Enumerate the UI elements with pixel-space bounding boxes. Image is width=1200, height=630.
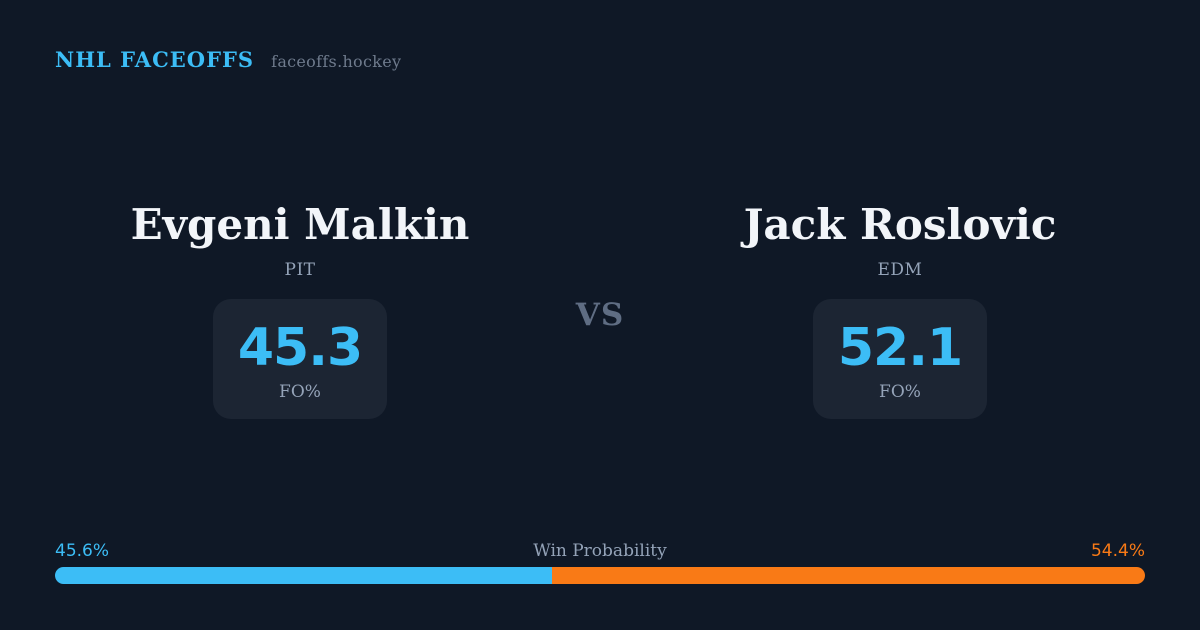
player-team: PIT — [284, 260, 316, 280]
stat-value: 45.3 — [237, 317, 363, 378]
right-win-pct: 54.4% — [1090, 541, 1145, 561]
player-team: EDM — [877, 260, 923, 280]
player-name: Evgeni Malkin — [130, 200, 470, 249]
win-bar-left — [55, 567, 553, 584]
brand-domain: faceoffs.hockey — [271, 52, 402, 71]
stat-label: FO% — [279, 381, 321, 402]
win-probability-label: Win Probability — [533, 541, 667, 561]
left-win-pct: 45.6% — [55, 541, 110, 561]
vs-label: VS — [575, 297, 625, 333]
stat-label: FO% — [879, 381, 921, 402]
stat-box: 52.1 FO% — [813, 299, 987, 419]
player-section-left: Evgeni Malkin PIT 45.3 FO% — [0, 204, 600, 419]
win-probability-bar — [55, 567, 1145, 584]
stat-box: 45.3 FO% — [213, 299, 387, 419]
win-probability-labels: 45.6% Win Probability 54.4% — [55, 542, 1145, 561]
stat-value: 52.1 — [837, 317, 963, 378]
player-name: Jack Roslovic — [743, 200, 1057, 249]
header: NHL FACEOFFS faceoffs.hockey — [55, 47, 401, 72]
player-section-right: Jack Roslovic EDM 52.1 FO% — [600, 204, 1200, 419]
brand-title: NHL FACEOFFS — [55, 47, 255, 72]
win-bar-right — [552, 567, 1145, 584]
